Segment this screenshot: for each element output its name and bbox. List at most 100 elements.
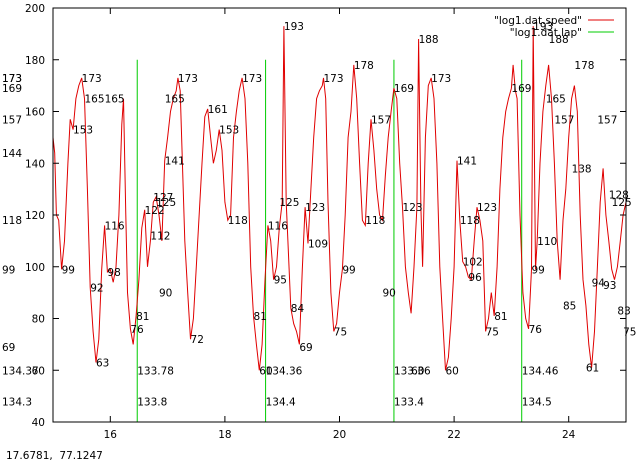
data-label-64: 178	[574, 60, 594, 72]
edge-label-7: 69	[2, 342, 15, 354]
data-label-70: 83	[617, 306, 630, 318]
y-tick-label-2: 80	[32, 314, 45, 326]
edge-label-8: 134.37	[2, 365, 39, 377]
edge-label-5: 118	[2, 215, 22, 227]
edge-label-6: 99	[2, 264, 15, 276]
data-label-31: 69	[299, 342, 312, 354]
data-label-14: 125	[156, 197, 176, 209]
data-label-56: 99	[531, 264, 544, 276]
lap-label-7: 134.5	[522, 396, 552, 408]
data-label-24: 81	[254, 311, 267, 323]
data-label-43: 60	[411, 365, 424, 377]
data-label-69: 125	[612, 197, 632, 209]
y-tick-label-4: 120	[25, 210, 45, 222]
x-tick-label-2: 20	[333, 429, 346, 441]
data-label-23: 173	[242, 73, 262, 85]
data-label-72: 94	[592, 277, 606, 289]
data-label-42: 123	[403, 202, 423, 214]
data-label-61: 188	[549, 34, 569, 46]
data-label-53: 81	[494, 311, 507, 323]
x-tick-label-1: 18	[218, 429, 231, 441]
data-label-35: 75	[334, 326, 347, 338]
edge-label-9: 134.3	[2, 396, 32, 408]
data-label-27: 95	[274, 275, 287, 287]
speed-line-path	[52, 26, 627, 371]
data-label-18: 90	[159, 288, 172, 300]
data-label-8: 165	[105, 94, 125, 106]
data-label-38: 118	[365, 215, 385, 227]
data-label-47: 141	[457, 156, 477, 168]
x-tick-label-3: 22	[447, 429, 460, 441]
y-tick-label-3: 100	[25, 262, 45, 274]
data-label-20: 161	[208, 104, 228, 116]
x-tick-label-0: 16	[104, 429, 118, 441]
data-label-21: 153	[219, 125, 239, 137]
data-label-11: 122	[145, 205, 165, 217]
data-label-4: 92	[90, 282, 103, 294]
data-label-55: 193	[533, 21, 553, 33]
data-label-10: 81	[136, 311, 149, 323]
lap-series	[136, 59, 523, 422]
data-label-62: 85	[563, 301, 576, 313]
legend-label-0: "log1.dat.speed"	[494, 15, 582, 27]
cursor-coordinate-readout: 17.6781, 77.1247	[6, 450, 103, 462]
data-label-46: 60	[446, 365, 459, 377]
lap-label-2: 134.36	[266, 365, 303, 377]
lap-label-6: 134.46	[522, 365, 559, 377]
data-label-0: 99	[62, 264, 75, 276]
data-label-49: 102	[463, 257, 483, 269]
speed-series	[52, 26, 627, 371]
data-label-41: 169	[394, 83, 414, 95]
data-label-58: 110	[537, 236, 557, 248]
data-label-71: 75	[623, 326, 636, 338]
y-tick-label-1: 60	[32, 365, 45, 377]
data-label-22: 118	[228, 215, 248, 227]
data-label-66: 157	[597, 114, 617, 126]
lap-label-3: 134.4	[266, 396, 296, 408]
data-label-12: 112	[150, 231, 170, 243]
data-label-9: 76	[130, 324, 144, 336]
data-label-29: 193	[284, 21, 304, 33]
data-label-68: 128	[609, 189, 629, 201]
data-label-48: 118	[460, 215, 480, 227]
data-label-13: 127	[153, 192, 173, 204]
data-label-65: 61	[586, 363, 599, 375]
data-label-51: 123	[477, 202, 497, 214]
data-label-2: 173	[82, 73, 102, 85]
data-label-67: 93	[603, 280, 616, 292]
edge-label-4: 144	[2, 148, 22, 160]
data-label-17: 173	[178, 73, 198, 85]
x-tick-label-4: 24	[562, 429, 576, 441]
data-label-57: 76	[529, 324, 543, 336]
lap-label-4: 133.36	[394, 365, 431, 377]
legend-label-1: "log1.dat.lap"	[510, 27, 582, 39]
data-labels: 9915317316592631169816576811221121271251…	[2, 21, 637, 408]
data-label-40: 90	[382, 288, 395, 300]
data-label-45: 173	[431, 73, 451, 85]
data-label-44: 188	[419, 34, 439, 46]
data-label-52: 75	[486, 326, 499, 338]
data-label-33: 109	[308, 238, 328, 250]
axis-ticks: 40 60 80 100 120 140 160 180 200 16 18 20 22 24	[25, 3, 626, 441]
data-label-19: 72	[191, 334, 204, 346]
edge-label-3: 157	[2, 114, 22, 126]
data-label-60: 157	[554, 114, 574, 126]
data-label-63: 138	[572, 163, 592, 175]
data-label-34: 173	[323, 73, 343, 85]
data-label-54: 169	[511, 83, 531, 95]
data-label-36: 99	[342, 264, 355, 276]
edge-label-2: 169	[2, 83, 22, 95]
y-tick-label-6: 160	[25, 107, 45, 119]
data-label-3: 165	[85, 94, 105, 106]
data-label-50: 96	[468, 272, 482, 284]
lap-label-0: 133.78	[137, 365, 174, 377]
data-label-5: 63	[96, 357, 109, 369]
y-tick-label-7: 180	[25, 55, 45, 67]
edge-label-0: 173	[2, 73, 22, 85]
data-label-32: 123	[305, 202, 325, 214]
lap-label-5: 133.4	[394, 396, 424, 408]
data-label-30: 84	[291, 303, 305, 315]
